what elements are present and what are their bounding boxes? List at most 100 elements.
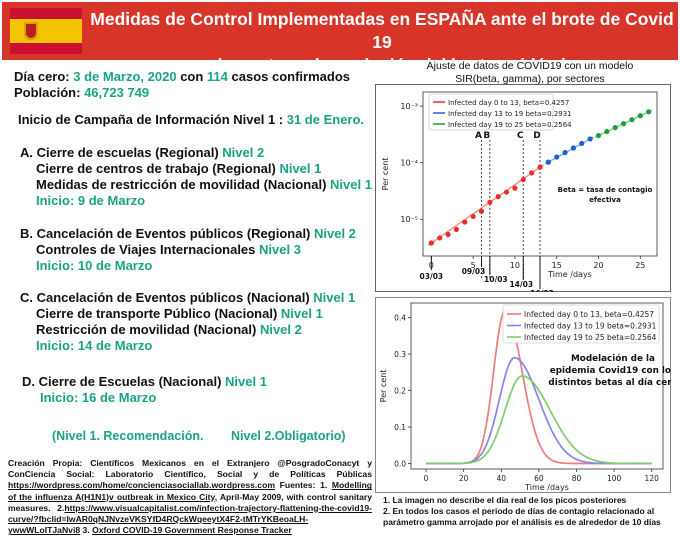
measure-c-start: Inicio: 14 de Marzo (36, 338, 153, 353)
top-ytick-label: 10⁻⁵ (400, 215, 418, 224)
top-legend: Infected day 0 to 13, beta=0.4257 Infecte… (428, 93, 572, 131)
top-data-point (512, 185, 518, 191)
bottom-xtick-label: 60 (534, 474, 544, 483)
top-xlabel: Time /days (547, 270, 592, 279)
top-xtick-label: 5 (471, 261, 476, 270)
level-legend-1: (Nivel 1. Recomendación. (52, 429, 204, 443)
bottom-legend: Infected day 0 to 13, beta=0.4257 Infecte… (502, 304, 660, 344)
model-note-1: Modelación de la (571, 353, 655, 364)
measure-c-line-2: Cierre de transporte Público (Nacional) … (36, 306, 323, 321)
footnotes: 1. La imagen no describe el día real de … (383, 495, 677, 528)
top-chart-title: Ajuste de datos de COVID19 con un modelo… (426, 60, 634, 85)
top-data-point (579, 140, 585, 147)
marker-date-a: 09/03 (462, 267, 486, 276)
top-data-point (537, 164, 543, 170)
source-link-2[interactable]: Modelling of the influenza A(H1N1)v outb… (8, 480, 372, 502)
marker-date-c: 14/03 (509, 280, 533, 289)
model-note-3: distintos betas al día cero (548, 378, 671, 388)
top-data-point (520, 177, 526, 183)
bottom-xlabel: Time /days (524, 483, 569, 492)
top-legend-label: Infected day 13 to 19 beta=0.2931 (448, 110, 572, 118)
top-data-point (428, 240, 434, 246)
bottom-ytick-label: 0.2 (394, 387, 406, 396)
bottom-ytick-label: 0.3 (394, 350, 406, 359)
measure-b-line-1: B. Cancelación de Eventos públicos (Regi… (20, 226, 356, 241)
top-data-point (620, 121, 627, 127)
top-xtick-label: 25 (635, 261, 645, 270)
top-data-point (554, 154, 560, 160)
bottom-xtick-label: 120 (645, 474, 660, 483)
top-data-point (612, 125, 618, 131)
bottom-ylabel: Per cent (379, 370, 388, 403)
source-link-1[interactable]: https://wordpress.com/home/concienciasoc… (8, 480, 275, 491)
top-ytick-label: 10⁻³ (400, 102, 418, 111)
top-data-point (462, 219, 468, 225)
bottom-plot-area (410, 302, 664, 470)
marker-label-c: C (517, 131, 524, 141)
marker-label-a: A (475, 131, 482, 141)
measure-a-start: Inicio: 9 de Marzo (36, 193, 146, 208)
footnote-2: 2. En todos los casos el periodo de días… (383, 506, 661, 527)
top-data-point (595, 132, 602, 139)
title-line-1: Medidas de Control Implementadas en ESPA… (90, 9, 674, 52)
top-data-point (637, 113, 643, 119)
start-date-label: 03/03 (420, 272, 444, 281)
top-data-point (587, 136, 593, 142)
dia-cero-line: Día cero: 3 de Marzo, 2020 con 114 casos… (14, 69, 351, 84)
top-fit-line (544, 136, 594, 165)
top-data-point (470, 213, 476, 220)
top-data-point (445, 231, 451, 238)
top-xtick-label: 15 (552, 261, 562, 270)
bottom-xtick-label: 20 (459, 474, 469, 483)
top-data-point (562, 149, 568, 156)
top-ylabel: Per cent (381, 158, 390, 191)
sources-text: Creación Propia: Científicos Mexicanos e… (8, 458, 372, 536)
measure-a-line-3: Medidas de restricción de movilidad (Nac… (36, 177, 372, 192)
top-data-point (604, 128, 610, 135)
top-xtick-label: 20 (593, 261, 603, 270)
bottom-xtick-label: 0 (424, 474, 429, 483)
title-line-2: y su impacto en la evolución del brote e… (177, 55, 587, 75)
top-data-point (487, 199, 493, 205)
header-banner: Medidas de Control Implementadas en ESPA… (2, 2, 678, 75)
campaign-line: Inicio de Campaña de Información Nivel 1… (18, 112, 365, 127)
measure-c-line-1: C. Cancelación de Eventos públicos (Naci… (20, 290, 356, 305)
source-link-4[interactable]: Oxford COVID-19 Government Response Trac… (92, 525, 292, 536)
bottom-xtick-label: 40 (496, 474, 506, 483)
measure-b-start: Inicio: 10 de Marzo (36, 258, 153, 273)
bottom-legend-label: Infected day 0 to 13, beta=0.4257 (524, 310, 654, 319)
beta-note-1: Beta = tasa de contagio (558, 186, 653, 194)
source-link-3[interactable]: https://www.visualcapitalist.com/infecti… (8, 502, 372, 536)
measure-a-line-1: A. Cierre de escuelas (Regional) Nivel 2 (20, 145, 265, 160)
marker-label-d: D (533, 131, 540, 141)
top-data-point (629, 117, 635, 123)
bottom-ytick-label: 0.0 (394, 460, 406, 469)
top-legend-label: Infected day 0 to 13, beta=0.4257 (448, 99, 569, 107)
top-data-point (646, 109, 652, 115)
measure-c-line-3: Restricción de movilidad (Nacional) Nive… (36, 322, 302, 337)
bottom-xtick-label: 100 (607, 474, 622, 483)
marker-date-b: 10/03 (484, 275, 508, 284)
top-ytick-label: 10⁻⁴ (400, 159, 418, 168)
poblacion-line: Población: 46,723 749 (14, 85, 150, 100)
top-data-point (437, 235, 443, 241)
bottom-linear-chart: 0.0 0.1 0.2 0.3 0.4 0 20 40 60 80 100 120 Time /days… (375, 297, 671, 493)
top-legend-label: Infected day 19 to 25 beta=0.2564 (448, 121, 572, 129)
marker-label-b: B (483, 131, 490, 141)
beta-note-2: efectiva (589, 196, 621, 204)
top-data-point (495, 194, 501, 200)
bottom-ytick-label: 0.1 (394, 423, 406, 432)
page-title: Medidas de Control Implementadas en ESPA… (90, 8, 674, 77)
measure-d-line-1: D. Cierre de Escuelas (Nacional) Nivel 1 (22, 374, 267, 389)
top-data-point (529, 170, 535, 176)
bottom-legend-label: Infected day 19 to 25 beta=0.2564 (524, 333, 657, 342)
measure-a-line-2: Cierre de centros de trabajo (Regional) … (36, 161, 322, 176)
top-data-point (478, 208, 485, 214)
level-legend-2: Nivel 2.Obligatorio) (231, 429, 346, 443)
bottom-xtick-label: 80 (572, 474, 582, 483)
bottom-ytick-label: 0.4 (394, 314, 406, 323)
bottom-curve (426, 375, 652, 465)
top-data-point (545, 159, 551, 165)
top-data-point (453, 226, 460, 233)
